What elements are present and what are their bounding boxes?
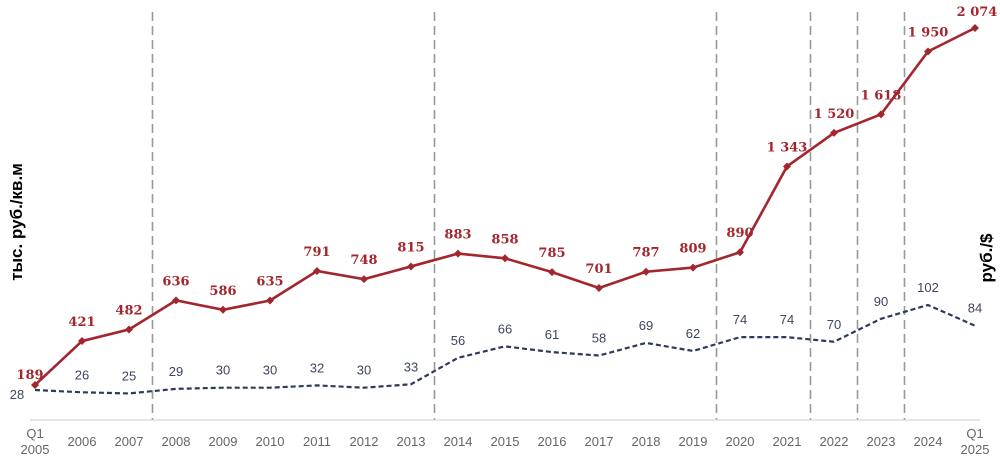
- usd-rate-data-labels: 28 26 25 29 30 30 32 30 33 56 66 61 58 69 62 74 74 70 90 10…: [10, 280, 982, 402]
- usd-rate-data-label: 28: [10, 387, 24, 402]
- usd-rate-data-label: 32: [310, 360, 324, 375]
- price-data-label: 1 618: [861, 88, 902, 103]
- x-tick-label: 2022: [820, 434, 849, 449]
- x-tick-label: 2017: [585, 434, 614, 449]
- x-tick-label: Q1 2005: [21, 426, 50, 457]
- price-data-label: 787: [632, 246, 659, 261]
- price-point: [642, 267, 650, 276]
- price-data-label: 701: [585, 262, 612, 277]
- price-data-label: 482: [115, 304, 142, 319]
- price-data-label: 635: [256, 275, 283, 290]
- price-data-label: 189: [16, 368, 43, 383]
- price-point: [31, 381, 39, 389]
- x-tick-label: 2009: [209, 434, 238, 449]
- price-data-label: 785: [538, 246, 565, 261]
- price-point: [783, 162, 791, 171]
- price-point: [877, 110, 885, 119]
- series-price: [31, 24, 979, 389]
- price-point: [736, 248, 744, 257]
- price-data-label: 858: [491, 232, 518, 247]
- usd-rate-data-label: 29: [169, 364, 183, 379]
- x-tick-label: 2011: [303, 434, 331, 449]
- price-point: [78, 337, 86, 346]
- price-point: [501, 254, 509, 263]
- x-tick-label: 2020: [726, 434, 755, 449]
- x-tick-label: 2007: [115, 434, 144, 449]
- usd-rate-data-label: 30: [357, 363, 371, 378]
- x-tick-label: 2006: [68, 434, 97, 449]
- x-tick-label: 2012: [350, 434, 379, 449]
- x-tick-label: 2024: [914, 434, 943, 449]
- price-data-label: 2 074: [957, 5, 998, 20]
- price-data-label: 421: [68, 315, 95, 330]
- usd-rate-data-label: 66: [498, 321, 512, 336]
- x-tick-label: Q1 2025: [961, 426, 990, 457]
- x-tick-label: 2018: [632, 434, 661, 449]
- usd-rate-data-label: 58: [592, 331, 606, 346]
- price-data-label: 883: [444, 228, 471, 243]
- usd-rate-data-label: 25: [122, 368, 136, 383]
- price-point: [172, 296, 180, 305]
- x-tick-label: 2013: [397, 434, 426, 449]
- price-data-label: 1 520: [814, 107, 855, 122]
- x-tick-label: 2010: [256, 434, 285, 449]
- usd-rate-data-label: 102: [917, 280, 939, 295]
- price-point: [266, 296, 274, 305]
- price-point: [548, 268, 556, 277]
- price-data-label: 890: [726, 226, 753, 241]
- x-tick-labels: Q1 2005 2006 2007 2008 2009 2010 2011 2012 2013 20…: [21, 426, 990, 457]
- usd-rate-data-label: 26: [75, 367, 89, 382]
- usd-rate-data-label: 62: [686, 326, 700, 341]
- price-point: [313, 266, 321, 275]
- x-tick-label: 2019: [679, 434, 708, 449]
- usd-rate-data-label: 74: [780, 312, 794, 327]
- series-usd-rate: [34, 303, 976, 395]
- price-point: [219, 305, 227, 314]
- price-point: [125, 325, 133, 334]
- price-point: [407, 262, 415, 271]
- price-data-label: 791: [303, 245, 330, 260]
- price-data-label: 1 343: [767, 140, 808, 155]
- price-point: [924, 47, 932, 56]
- price-data-label: 748: [350, 253, 377, 268]
- price-point: [595, 284, 603, 293]
- price-point: [830, 128, 838, 137]
- period-dividers: [151, 12, 906, 420]
- price-point: [454, 249, 462, 258]
- price-data-label: 1 950: [908, 25, 949, 40]
- x-tick-label: 2023: [867, 434, 896, 449]
- y-axis-label-right: руб./$: [977, 233, 996, 283]
- x-tick-label: 2014: [444, 434, 473, 449]
- usd-rate-data-label: 90: [874, 294, 888, 309]
- usd-rate-data-label: 69: [639, 318, 653, 333]
- price-point: [971, 24, 979, 32]
- x-tick-label: 2016: [538, 434, 567, 449]
- usd-rate-data-label: 74: [733, 312, 747, 327]
- usd-rate-data-label: 56: [451, 333, 465, 348]
- x-tick-label: 2015: [491, 434, 520, 449]
- usd-rate-data-label: 61: [545, 327, 559, 342]
- x-tick-label: 2008: [162, 434, 191, 449]
- usd-rate-data-label: 30: [216, 363, 230, 378]
- price-point: [360, 275, 368, 284]
- usd-rate-data-label: 84: [968, 301, 982, 316]
- usd-rate-data-label: 33: [404, 359, 418, 374]
- price-data-label: 636: [162, 274, 189, 289]
- price-data-label: 809: [679, 242, 706, 257]
- x-tick-label: 2021: [773, 434, 802, 449]
- price-data-labels: 189 421 482 636 586 635 791 748 815 883 858 785 701 7…: [16, 5, 997, 383]
- usd-rate-data-label: 30: [263, 363, 277, 378]
- price-data-label: 815: [397, 240, 424, 255]
- usd-rate-data-label: 70: [827, 317, 841, 332]
- price-data-label: 586: [209, 284, 236, 299]
- y-axis-label-left: тыс. руб./кв.м: [7, 163, 26, 281]
- usd-rate-line: [34, 303, 976, 395]
- price-point: [689, 263, 697, 272]
